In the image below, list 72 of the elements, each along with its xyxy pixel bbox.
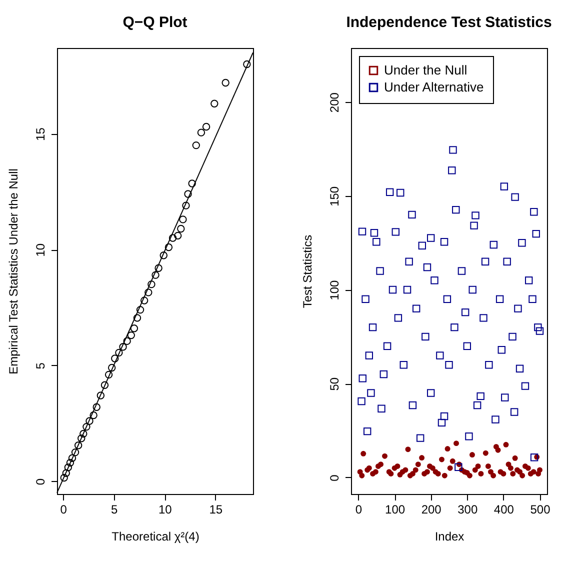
chart-title: Q−Q Plot: [122, 14, 188, 31]
point: [86, 417, 94, 425]
point: [100, 381, 109, 389]
point: [111, 354, 119, 362]
legend-label: Under Alternative: [384, 80, 484, 94]
x-axis-title: Theoretical χ²(4): [112, 530, 200, 544]
point: [222, 78, 230, 87]
point: [140, 296, 148, 304]
point: [82, 422, 90, 431]
point: [148, 280, 156, 288]
y-axis-title: Empirical Test Statistics Under the Null: [6, 168, 20, 374]
x-tick-label: 400: [494, 502, 514, 516]
point: [96, 392, 105, 400]
point: [92, 403, 100, 411]
point: [78, 434, 86, 442]
x-tick-label: 0: [60, 502, 68, 516]
y-tick-label: 0: [34, 478, 48, 486]
x-tick-label: 500: [530, 502, 551, 516]
point: [243, 60, 251, 68]
x-tick-label: 100: [385, 502, 406, 516]
y-tick-label: 0: [328, 474, 342, 482]
x-tick-label: 300: [458, 502, 478, 516]
point: [136, 306, 144, 314]
point: [184, 190, 192, 198]
x-tick-label: 15: [209, 502, 223, 516]
y-tick-label: 50: [328, 377, 342, 391]
y-tick-label: 15: [34, 127, 48, 141]
y-tick-label: 200: [328, 92, 342, 113]
legend-label: Under the Null: [384, 62, 468, 78]
point: [133, 314, 142, 322]
y-tick-label: 10: [34, 243, 48, 257]
point: [154, 264, 162, 272]
y-tick-label: 100: [328, 280, 342, 300]
point: [182, 202, 190, 210]
point: [174, 232, 182, 240]
y-tick-label: 150: [328, 186, 342, 206]
point: [115, 348, 123, 357]
point: [62, 469, 70, 477]
point: [90, 411, 98, 420]
x-tick-label: 5: [111, 502, 118, 516]
point: [202, 122, 210, 131]
point: [123, 337, 131, 345]
point: [192, 141, 200, 150]
point: [127, 331, 135, 340]
point: [152, 271, 160, 279]
x-tick-label: 200: [421, 502, 442, 516]
y-axis-title: Test Statistics: [300, 234, 314, 308]
point: [64, 464, 72, 472]
point: [71, 448, 80, 456]
point: [104, 370, 113, 379]
point: [60, 474, 68, 482]
point: [179, 216, 187, 224]
point: [188, 180, 196, 188]
point: [130, 324, 138, 332]
point: [144, 288, 152, 296]
point: [164, 243, 173, 252]
point: [74, 442, 82, 450]
y-tick-label: 5: [34, 362, 48, 370]
point: [108, 364, 116, 372]
x-tick-label: 0: [355, 502, 362, 516]
x-tick-label: 10: [158, 502, 172, 516]
point: [68, 454, 76, 462]
point: [80, 430, 88, 438]
point: [210, 100, 218, 108]
point: [66, 458, 74, 467]
x-axis-title: Index: [434, 530, 464, 544]
point: [119, 343, 127, 351]
point: [197, 128, 206, 136]
point: [160, 252, 168, 260]
point: [168, 234, 177, 242]
chart-title: Independence Test Statistics: [346, 14, 552, 31]
point: [177, 224, 185, 233]
